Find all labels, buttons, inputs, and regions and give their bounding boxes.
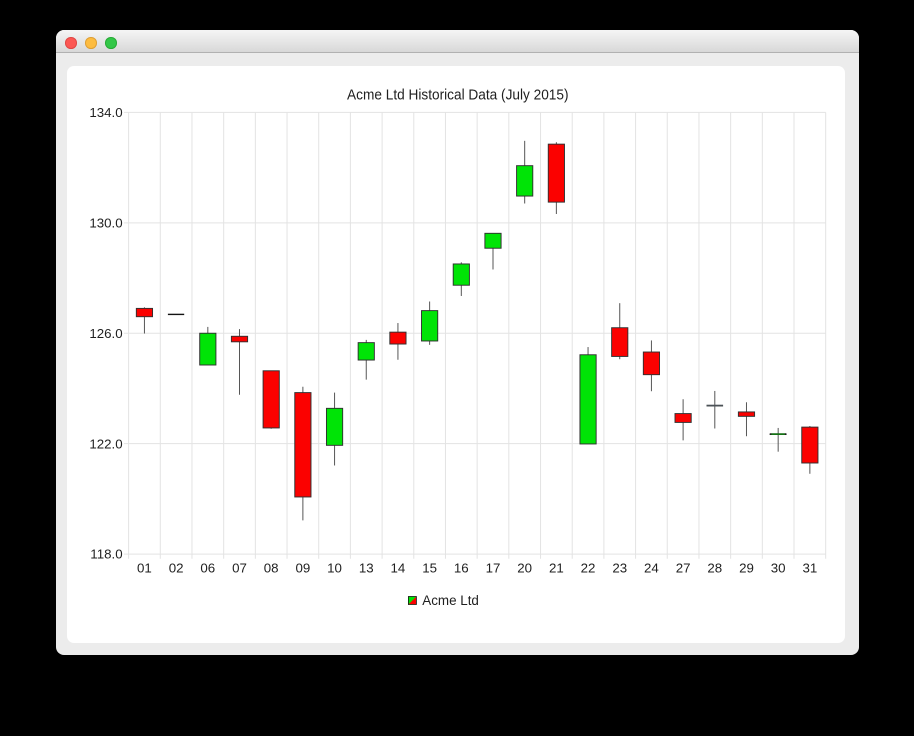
svg-text:10: 10 xyxy=(327,560,342,575)
svg-text:29: 29 xyxy=(739,560,754,575)
svg-text:15: 15 xyxy=(422,560,437,575)
svg-text:20: 20 xyxy=(517,560,532,575)
svg-text:27: 27 xyxy=(676,560,691,575)
svg-text:118.0: 118.0 xyxy=(90,547,122,562)
svg-text:14: 14 xyxy=(391,560,406,575)
svg-text:16: 16 xyxy=(454,560,469,575)
svg-text:17: 17 xyxy=(486,560,501,575)
svg-text:30: 30 xyxy=(771,560,786,575)
svg-text:22: 22 xyxy=(581,560,596,575)
svg-text:31: 31 xyxy=(802,560,817,575)
svg-text:Acme Ltd: Acme Ltd xyxy=(422,593,479,608)
svg-text:130.0: 130.0 xyxy=(89,215,122,230)
svg-text:13: 13 xyxy=(359,560,374,575)
svg-text:08: 08 xyxy=(264,560,279,575)
svg-text:Acme Ltd Historical Data (July: Acme Ltd Historical Data (July 2015) xyxy=(347,87,569,103)
svg-text:07: 07 xyxy=(232,560,247,575)
svg-text:01: 01 xyxy=(137,560,152,575)
svg-text:28: 28 xyxy=(707,560,722,575)
svg-text:23: 23 xyxy=(612,560,627,575)
svg-text:122.0: 122.0 xyxy=(89,436,122,451)
svg-text:09: 09 xyxy=(295,560,310,575)
svg-text:02: 02 xyxy=(169,560,184,575)
svg-text:24: 24 xyxy=(644,560,659,575)
svg-text:126.0: 126.0 xyxy=(89,326,122,341)
svg-text:21: 21 xyxy=(549,560,564,575)
svg-text:06: 06 xyxy=(200,560,215,575)
svg-text:134.0: 134.0 xyxy=(89,105,122,120)
